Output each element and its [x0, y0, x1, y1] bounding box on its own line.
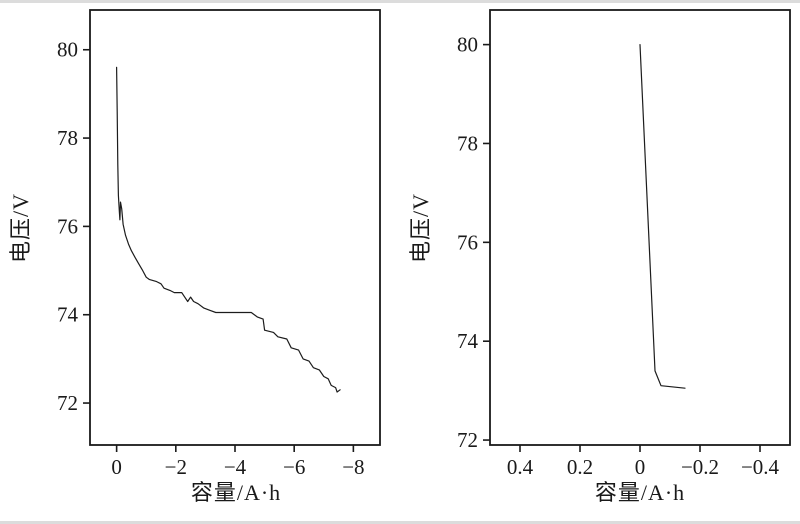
plot-frame — [489, 9, 791, 446]
right-x-axis-label: 容量/A·h — [594, 480, 686, 505]
right-chart-plot: 0.4 0.2 0 −0.2 −0.4 72 74 76 78 80 — [457, 9, 791, 479]
x-tick-label: −8 — [342, 455, 364, 479]
y-tick-label: 74 — [457, 329, 479, 353]
x-tick-label: 0.4 — [507, 455, 534, 479]
x-tick-label: 0 — [635, 455, 646, 479]
x-tick-label: −0.4 — [741, 455, 780, 479]
left-chart-plot: 0 −2 −4 −6 −8 72 74 76 78 80 — [57, 9, 381, 479]
y-tick-label: 80 — [457, 33, 478, 57]
voltage-capacity-curve — [639, 43, 686, 389]
y-tick-label: 78 — [457, 131, 478, 155]
left-y-axis-label: 电压/V — [8, 193, 33, 264]
y-tick-label: 80 — [57, 38, 78, 62]
x-tick-label: −2 — [165, 455, 187, 479]
x-tick-label: 0.2 — [567, 455, 593, 479]
plot-frame — [89, 9, 381, 446]
x-tick-label: −6 — [283, 455, 305, 479]
left-x-axis-label: 容量/A·h — [190, 480, 282, 505]
y-tick-label: 72 — [457, 428, 478, 452]
y-tick-label: 72 — [57, 391, 78, 415]
top-edge-strip — [0, 0, 800, 3]
y-tick-label: 76 — [57, 214, 78, 238]
right-y-axis-label: 电压/V — [408, 193, 433, 264]
bottom-edge-strip — [0, 521, 800, 524]
voltage-capacity-curve — [115, 66, 341, 393]
x-tick-label: −4 — [224, 455, 247, 479]
x-tick-label: 0 — [111, 455, 122, 479]
y-tick-label: 76 — [457, 230, 478, 254]
x-tick-label: −0.2 — [681, 455, 719, 479]
y-tick-label: 78 — [57, 126, 78, 150]
y-tick-label: 74 — [57, 303, 79, 327]
